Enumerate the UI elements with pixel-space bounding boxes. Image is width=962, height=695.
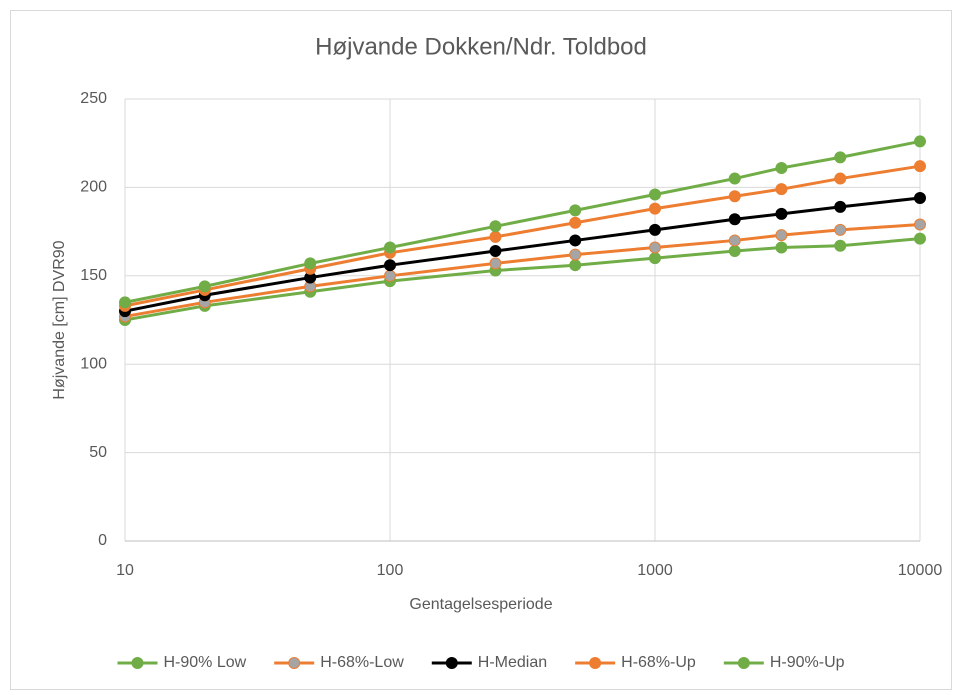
data-point bbox=[198, 280, 211, 293]
data-point bbox=[775, 161, 788, 174]
legend-marker bbox=[288, 657, 301, 669]
legend-marker bbox=[131, 657, 144, 669]
chart-title: Højvande Dokken/Ndr. Toldbod bbox=[315, 33, 647, 60]
data-point bbox=[834, 223, 847, 236]
x-tick-label: 1000 bbox=[637, 562, 673, 579]
y-tick-label: 250 bbox=[80, 90, 107, 107]
x-tick-label: 10 bbox=[116, 562, 134, 579]
data-point bbox=[569, 216, 582, 229]
data-point bbox=[834, 200, 847, 213]
data-point bbox=[834, 172, 847, 185]
data-point bbox=[569, 248, 582, 261]
x-tick-label: 100 bbox=[377, 562, 404, 579]
data-point bbox=[775, 183, 788, 196]
data-point bbox=[384, 259, 396, 272]
data-point bbox=[728, 213, 741, 226]
data-point bbox=[489, 257, 502, 270]
data-point bbox=[569, 234, 582, 247]
y-tick-label: 150 bbox=[80, 267, 107, 284]
data-point bbox=[649, 223, 661, 236]
data-point bbox=[728, 190, 741, 203]
x-axis-label: Gentagelsesperiode bbox=[409, 596, 552, 613]
data-point bbox=[649, 252, 661, 265]
y-tick-label: 200 bbox=[80, 179, 107, 196]
data-point bbox=[834, 151, 847, 164]
data-point bbox=[384, 269, 396, 282]
legend-label: H-68%-Up bbox=[621, 654, 696, 671]
chart-border bbox=[10, 10, 952, 690]
data-point bbox=[728, 172, 741, 185]
legend-label: H-68%-Low bbox=[320, 654, 404, 671]
data-point bbox=[834, 239, 847, 252]
data-point bbox=[775, 207, 788, 220]
data-point bbox=[649, 188, 661, 201]
data-point bbox=[914, 232, 926, 245]
data-point bbox=[489, 245, 502, 258]
y-tick-label: 100 bbox=[80, 355, 107, 372]
x-tick-label: 10000 bbox=[898, 562, 943, 579]
data-point bbox=[304, 257, 317, 270]
data-point bbox=[914, 218, 926, 231]
data-point bbox=[569, 259, 582, 272]
data-point bbox=[775, 241, 788, 254]
legend-marker bbox=[589, 657, 602, 669]
data-point bbox=[914, 192, 926, 205]
data-point bbox=[569, 204, 582, 217]
data-point bbox=[119, 296, 131, 309]
data-point bbox=[384, 241, 396, 254]
data-point bbox=[649, 241, 661, 254]
data-point bbox=[728, 245, 741, 258]
data-point bbox=[914, 160, 926, 173]
data-point bbox=[775, 229, 788, 242]
y-tick-label: 50 bbox=[89, 444, 107, 461]
legend-label: H-90% Low bbox=[163, 654, 246, 671]
data-point bbox=[489, 230, 502, 243]
data-point bbox=[914, 135, 926, 148]
legend-marker bbox=[445, 657, 458, 669]
data-point bbox=[489, 220, 502, 233]
y-tick-label: 0 bbox=[98, 532, 107, 549]
legend-marker bbox=[737, 657, 750, 669]
legend-label: H-Median bbox=[478, 654, 547, 671]
data-point bbox=[649, 202, 661, 215]
data-point bbox=[728, 234, 741, 247]
y-axis-label: Højvande [cm] DVR90 bbox=[51, 240, 68, 399]
legend-label: H-90%-Up bbox=[770, 654, 845, 671]
